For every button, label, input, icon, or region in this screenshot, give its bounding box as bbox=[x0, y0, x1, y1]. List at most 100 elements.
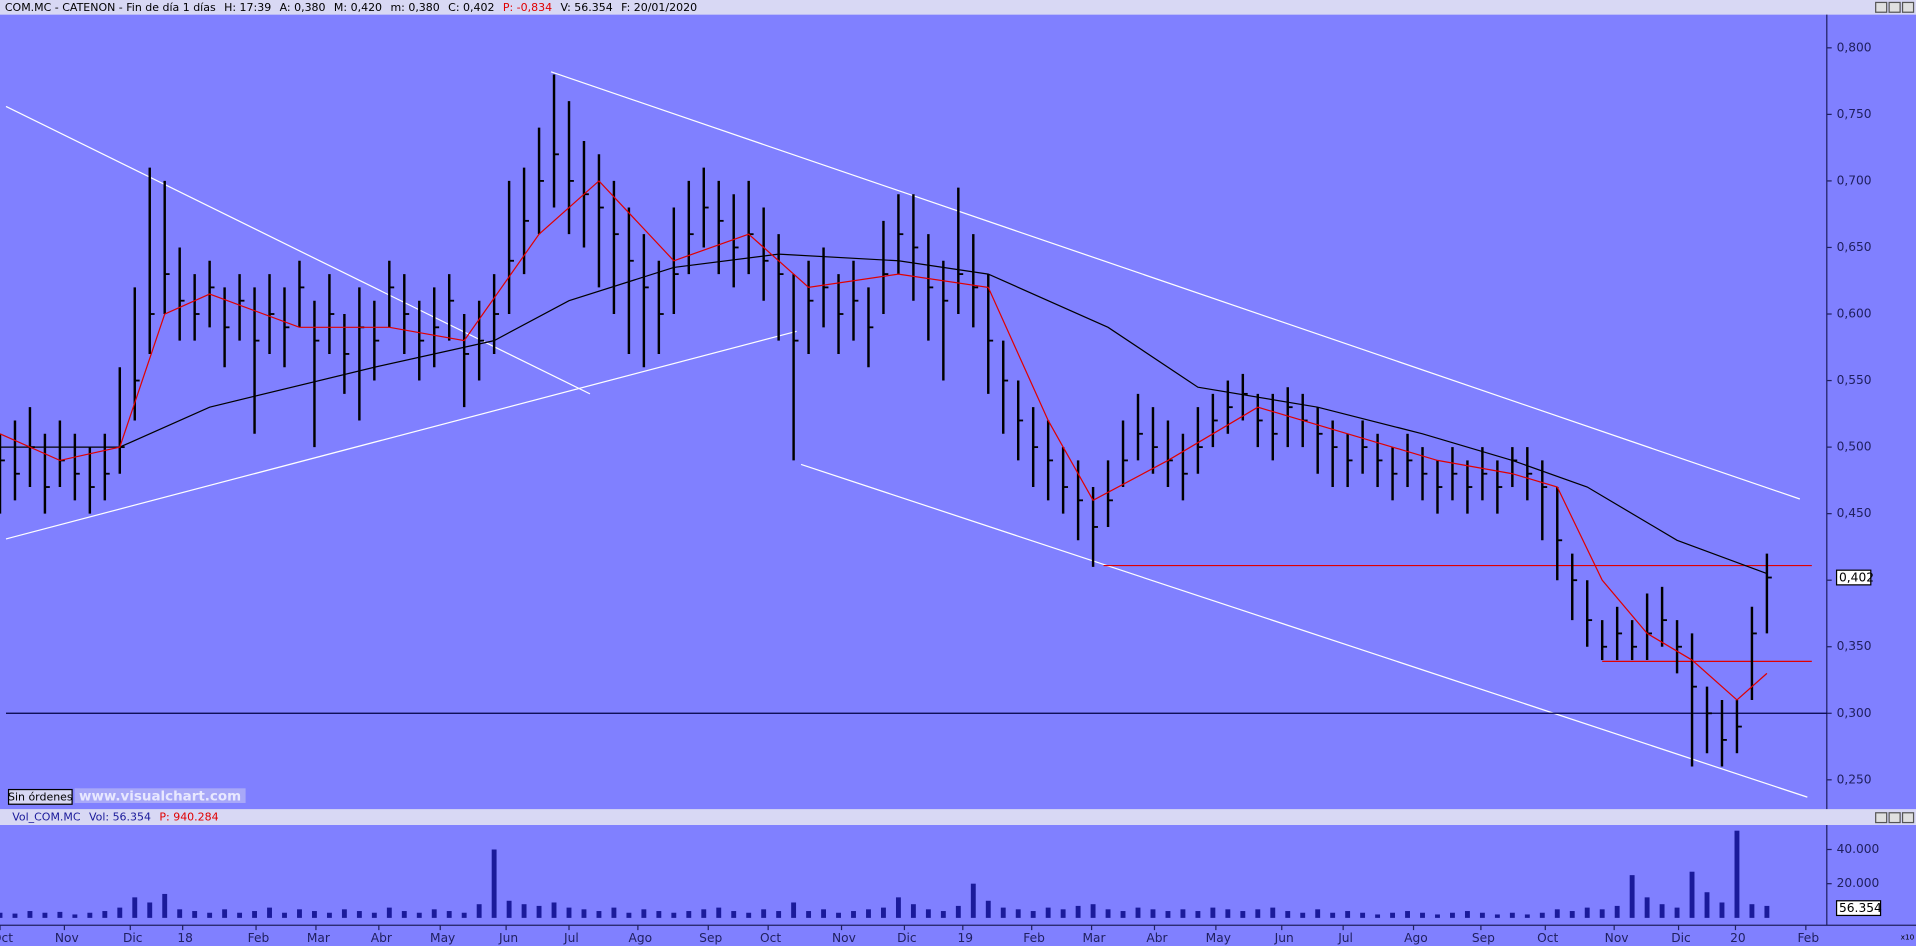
volume-bar bbox=[12, 913, 18, 918]
maximize-button[interactable] bbox=[1888, 1, 1901, 13]
volume-bar bbox=[72, 914, 78, 918]
x-tick-label: Oct bbox=[0, 931, 13, 945]
x-tick-label: Jun bbox=[1274, 931, 1294, 945]
y-tick-label: 0,600 bbox=[1837, 307, 1872, 321]
volume-bar bbox=[1435, 914, 1440, 918]
volume-bar bbox=[806, 911, 812, 918]
volume-bar bbox=[476, 904, 482, 918]
last-volume-label: 56.354 bbox=[1839, 901, 1882, 915]
volume-bar bbox=[1375, 914, 1381, 918]
volume-bar bbox=[1450, 912, 1455, 918]
y-tick-label: 0,550 bbox=[1837, 373, 1872, 387]
volume-bar bbox=[1180, 909, 1186, 918]
volume-bar bbox=[895, 897, 901, 918]
x-tick-label: Sep bbox=[699, 931, 722, 945]
volume-bar bbox=[27, 911, 33, 918]
close-button[interactable] bbox=[1901, 1, 1915, 13]
last-price-label: 0,402 bbox=[1839, 571, 1874, 585]
volume-bar bbox=[881, 907, 886, 918]
volume-bar bbox=[791, 902, 797, 918]
header-high: M: 0,420 bbox=[334, 1, 382, 14]
y-tick-label: 0,650 bbox=[1837, 240, 1872, 254]
volume-bar bbox=[282, 912, 287, 918]
volume-bar bbox=[776, 911, 782, 918]
y-tick-label: 0,250 bbox=[1837, 772, 1872, 786]
volume-bar bbox=[940, 911, 946, 918]
minimize-button[interactable] bbox=[1875, 1, 1888, 13]
volume-bar bbox=[910, 904, 916, 918]
x-tick-label: Oct bbox=[1537, 931, 1558, 945]
volume-bar bbox=[401, 911, 407, 918]
volume-bar bbox=[686, 911, 692, 918]
volume-bar bbox=[566, 907, 572, 918]
volume-bar bbox=[1734, 830, 1740, 918]
volume-bar bbox=[1045, 907, 1051, 918]
volume-bar bbox=[1105, 909, 1111, 918]
close-button[interactable] bbox=[1901, 812, 1915, 824]
trend-line bbox=[5, 330, 797, 540]
volume-bar bbox=[461, 912, 467, 918]
volume-bar bbox=[237, 912, 243, 918]
x-tick-label: Jul bbox=[1337, 931, 1353, 945]
volume-bar bbox=[970, 883, 976, 918]
volume-change: P: 940.284 bbox=[159, 811, 218, 824]
trend-line bbox=[800, 463, 1808, 798]
volume-bar bbox=[431, 909, 437, 918]
volume-bar bbox=[1749, 904, 1755, 918]
header-open: A: 0,380 bbox=[280, 1, 326, 14]
volume-bar bbox=[222, 909, 228, 918]
volume-bar bbox=[326, 912, 332, 918]
header-volume: V: 56.354 bbox=[560, 1, 612, 14]
volume-bar bbox=[42, 912, 48, 918]
volume-bar bbox=[1614, 905, 1620, 918]
volume-bar bbox=[491, 849, 497, 918]
header-close: C: 0,402 bbox=[448, 1, 494, 14]
volume-bar bbox=[1060, 909, 1066, 918]
volume-bar bbox=[761, 909, 767, 918]
trend-line bbox=[5, 105, 591, 395]
volume-bar bbox=[641, 909, 647, 918]
orders-button-label: Sin órdenes bbox=[8, 790, 73, 803]
volume-bar bbox=[1599, 909, 1605, 918]
maximize-button[interactable] bbox=[1888, 812, 1901, 824]
volume-bar bbox=[1644, 897, 1650, 918]
volume-bar bbox=[1569, 911, 1575, 918]
x-tick-label: Nov bbox=[832, 931, 856, 945]
x-tick-label: Ago bbox=[1404, 931, 1428, 945]
x-tick-label: May bbox=[430, 931, 455, 945]
volume-bar bbox=[955, 905, 961, 918]
header-date: F: 20/01/2020 bbox=[621, 1, 697, 14]
volume-bar bbox=[701, 909, 707, 918]
volume-bar bbox=[1285, 911, 1291, 918]
header-hour: H: 17:39 bbox=[224, 1, 271, 14]
volume-bar bbox=[1524, 914, 1530, 918]
volume-bar bbox=[1764, 905, 1770, 918]
volume-bar bbox=[1075, 905, 1081, 918]
minimize-button[interactable] bbox=[1875, 812, 1888, 824]
last-volume-box bbox=[1835, 900, 1882, 917]
orders-button[interactable] bbox=[7, 788, 73, 805]
y-tick-label: 0,800 bbox=[1837, 40, 1872, 54]
volume-bar bbox=[1150, 909, 1156, 918]
volume-bar bbox=[1225, 909, 1231, 918]
volume-bar bbox=[1464, 911, 1470, 918]
volume-bar bbox=[521, 904, 527, 918]
volume-bar bbox=[312, 911, 317, 918]
volume-bar bbox=[57, 911, 63, 918]
volume-bar bbox=[87, 912, 93, 918]
volume-bar bbox=[1719, 902, 1725, 918]
x-tick-label: Jun bbox=[498, 931, 518, 945]
volume-bar bbox=[1015, 909, 1021, 918]
volume-bar bbox=[1629, 875, 1635, 918]
volume-bar bbox=[1539, 912, 1545, 918]
volume-bar bbox=[1030, 911, 1036, 918]
volume-bar bbox=[102, 911, 108, 918]
volume-bar bbox=[1300, 912, 1306, 918]
x-tick-label: Sep bbox=[1472, 931, 1495, 945]
volume-bar bbox=[1165, 911, 1171, 918]
volume-bar bbox=[925, 909, 931, 918]
header-text: COM.MC - CATENON - Fin de día 1 días H: … bbox=[5, 1, 697, 14]
